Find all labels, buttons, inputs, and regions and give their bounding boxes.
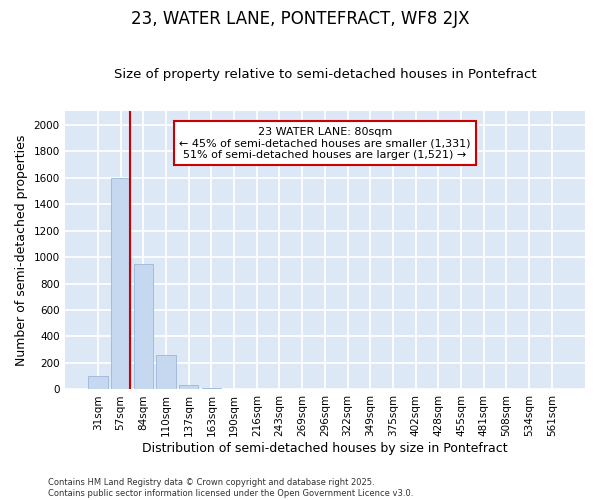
Y-axis label: Number of semi-detached properties: Number of semi-detached properties (15, 134, 28, 366)
Bar (157, 355, 176, 390)
Bar (134, 264, 153, 390)
X-axis label: Distribution of semi-detached houses by size in Pontefract: Distribution of semi-detached houses by … (142, 442, 508, 455)
Bar (179, 385, 199, 390)
Text: 23 WATER LANE: 80sqm
← 45% of semi-detached houses are smaller (1,331)
51% of se: 23 WATER LANE: 80sqm ← 45% of semi-detac… (179, 126, 470, 160)
Bar (88, 376, 107, 390)
Title: Size of property relative to semi-detached houses in Pontefract: Size of property relative to semi-detach… (113, 68, 536, 81)
Text: Contains HM Land Registry data © Crown copyright and database right 2025.
Contai: Contains HM Land Registry data © Crown c… (48, 478, 413, 498)
Bar (224, 389, 244, 390)
Text: 23, WATER LANE, PONTEFRACT, WF8 2JX: 23, WATER LANE, PONTEFRACT, WF8 2JX (131, 10, 469, 28)
Bar (111, 178, 130, 390)
Bar (202, 388, 221, 390)
